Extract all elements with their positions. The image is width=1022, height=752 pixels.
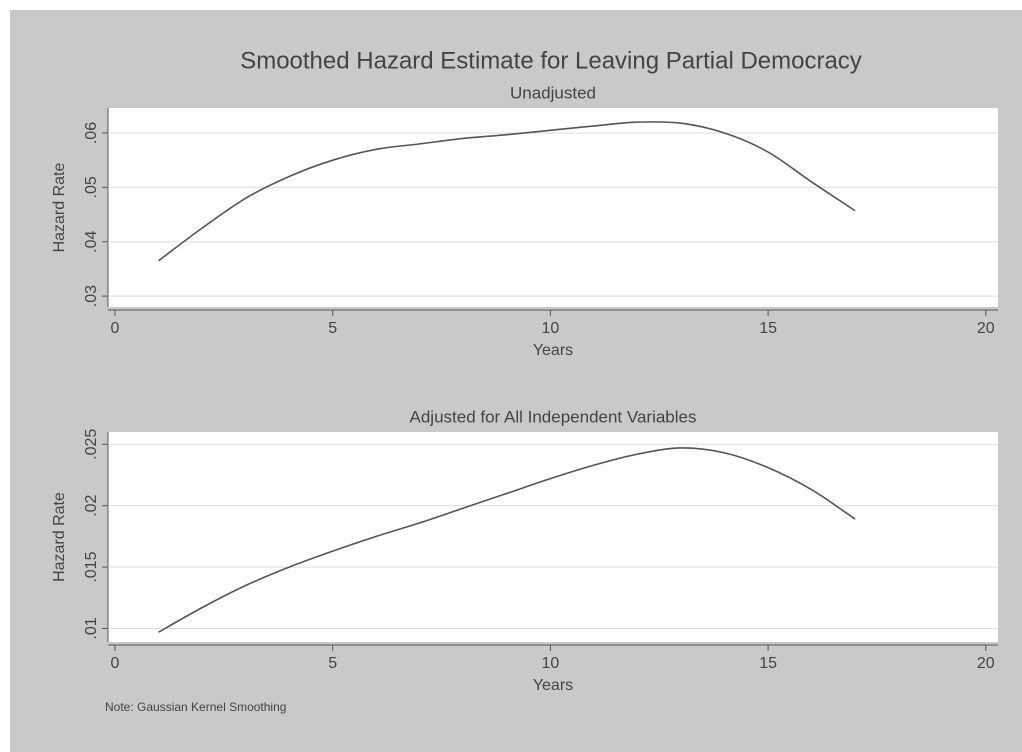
x-tick-label: 20 (977, 320, 995, 337)
y-tick-label: .02 (83, 494, 100, 516)
x-tick-label: 10 (541, 320, 559, 337)
x-tick-label: 5 (328, 655, 337, 672)
hazard-line (158, 447, 856, 633)
x-tick-label: 5 (328, 320, 337, 337)
y-axis-label: Hazard Rate (51, 162, 68, 252)
x-tick-label: 15 (759, 320, 777, 337)
x-tick-label: 20 (977, 655, 995, 672)
y-tick-label: .01 (83, 617, 100, 639)
x-tick-label: 10 (541, 655, 559, 672)
plot-area (108, 432, 998, 642)
hazard-line (158, 121, 856, 262)
x-tick-label: 0 (111, 655, 120, 672)
x-tick-label: 15 (759, 655, 777, 672)
note: Note: Gaussian Kernel Smoothing (105, 700, 286, 714)
y-axis-label: Hazard Rate (51, 492, 68, 582)
y-tick-label: .06 (83, 122, 100, 144)
x-axis-label: Years (533, 342, 573, 359)
x-axis-label: Years (533, 677, 573, 694)
plot-area (108, 108, 998, 307)
y-tick-label: .015 (83, 551, 100, 582)
y-tick-label: .025 (83, 429, 100, 460)
y-tick-label: .04 (83, 231, 100, 253)
y-tick-label: .03 (83, 285, 100, 307)
y-tick-label: .05 (83, 176, 100, 198)
chart-title: Smoothed Hazard Estimate for Leaving Par… (240, 47, 862, 74)
subplot-title: Adjusted for All Independent Variables (410, 407, 697, 426)
subplot-title: Unadjusted (510, 83, 596, 102)
x-tick-label: 0 (111, 320, 120, 337)
